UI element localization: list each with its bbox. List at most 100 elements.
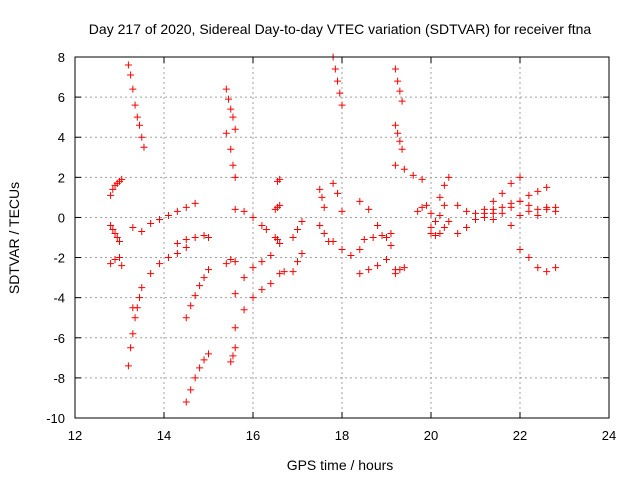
series-track-06 <box>129 199 199 235</box>
data-point <box>231 125 239 133</box>
data-point <box>374 221 382 229</box>
data-point <box>227 256 235 264</box>
data-point <box>356 270 364 278</box>
series-track-03 <box>107 254 126 270</box>
data-point <box>436 193 444 201</box>
data-point <box>331 65 339 73</box>
data-point <box>365 266 373 274</box>
x-tick-label: 24 <box>602 428 616 443</box>
data-point <box>336 89 344 97</box>
data-point <box>222 85 230 93</box>
series-track-14 <box>227 344 239 366</box>
series-track-37 <box>427 201 448 231</box>
data-point <box>436 229 444 237</box>
data-point <box>360 236 368 244</box>
data-point <box>516 173 524 181</box>
data-point <box>249 264 257 272</box>
data-point <box>294 225 301 233</box>
data-point <box>400 264 408 272</box>
data-point <box>240 306 248 314</box>
data-point <box>298 217 306 225</box>
data-point <box>258 221 266 229</box>
series-track-22 <box>289 250 306 276</box>
series-track-04 <box>124 61 148 151</box>
data-point <box>391 121 399 129</box>
data-point <box>472 209 479 217</box>
data-point <box>440 223 448 231</box>
data-point <box>164 254 172 262</box>
data-point <box>498 189 506 197</box>
data-point <box>258 286 266 294</box>
data-point <box>423 201 431 209</box>
data-point <box>111 229 119 237</box>
data-point <box>427 229 435 237</box>
data-point <box>329 238 337 246</box>
data-point <box>436 211 444 219</box>
series-track-13 <box>222 256 239 268</box>
data-point <box>222 129 230 137</box>
series-track-25 <box>316 221 333 246</box>
data-point <box>205 350 212 358</box>
data-point <box>225 95 233 103</box>
data-point <box>334 77 342 85</box>
data-point <box>205 234 212 241</box>
data-point <box>173 207 181 215</box>
data-point <box>273 236 281 244</box>
data-point <box>489 215 497 223</box>
data-point <box>231 173 239 181</box>
data-point <box>387 229 395 237</box>
series-track-21 <box>276 268 288 278</box>
data-point <box>129 304 137 312</box>
data-point <box>543 268 551 276</box>
data-point <box>124 61 132 69</box>
data-point <box>329 179 337 187</box>
data-point <box>440 201 448 209</box>
series-track-20 <box>273 175 284 185</box>
y-axis-label: SDTVAR / TECUs <box>6 182 22 294</box>
data-point <box>427 223 435 231</box>
chart-title: Day 217 of 2020, Sidereal Day-to-day VTE… <box>89 21 592 37</box>
data-point <box>294 258 301 266</box>
data-point <box>258 258 266 266</box>
data-point <box>516 246 524 254</box>
data-point <box>276 240 284 248</box>
series-track-27 <box>329 179 346 215</box>
data-point <box>552 264 560 272</box>
series-track-08 <box>173 231 212 248</box>
data-point <box>454 229 462 237</box>
data-point <box>138 133 146 141</box>
data-point <box>543 205 551 213</box>
data-point <box>414 207 422 215</box>
data-point <box>267 280 275 288</box>
series-track-44 <box>507 203 560 229</box>
x-axis: 12 14 16 18 20 22 24 <box>68 57 616 443</box>
data-point <box>396 137 404 145</box>
data-point <box>138 227 146 235</box>
data-point <box>187 302 195 310</box>
data-point <box>289 268 297 276</box>
data-point <box>276 201 284 209</box>
data-point <box>196 282 204 290</box>
series-track-05 <box>124 294 144 370</box>
data-point <box>383 234 390 241</box>
data-point <box>129 85 137 93</box>
series-track-29 <box>356 197 395 250</box>
data-point <box>525 254 533 262</box>
data-point <box>525 191 533 199</box>
series-track-18 <box>271 201 284 213</box>
data-point <box>338 207 346 215</box>
data-point <box>445 173 453 181</box>
series-track-11 <box>222 85 239 133</box>
data-point <box>440 181 448 189</box>
data-point <box>394 77 402 85</box>
data-point <box>249 213 257 221</box>
data-point <box>222 260 230 268</box>
data-point <box>127 71 135 79</box>
data-point <box>231 344 239 352</box>
data-point <box>182 314 190 322</box>
data-point <box>391 65 399 73</box>
x-tick-label: 22 <box>513 428 527 443</box>
data-point <box>129 223 137 231</box>
data-point <box>147 219 155 227</box>
y-tick-label: 8 <box>58 50 65 65</box>
